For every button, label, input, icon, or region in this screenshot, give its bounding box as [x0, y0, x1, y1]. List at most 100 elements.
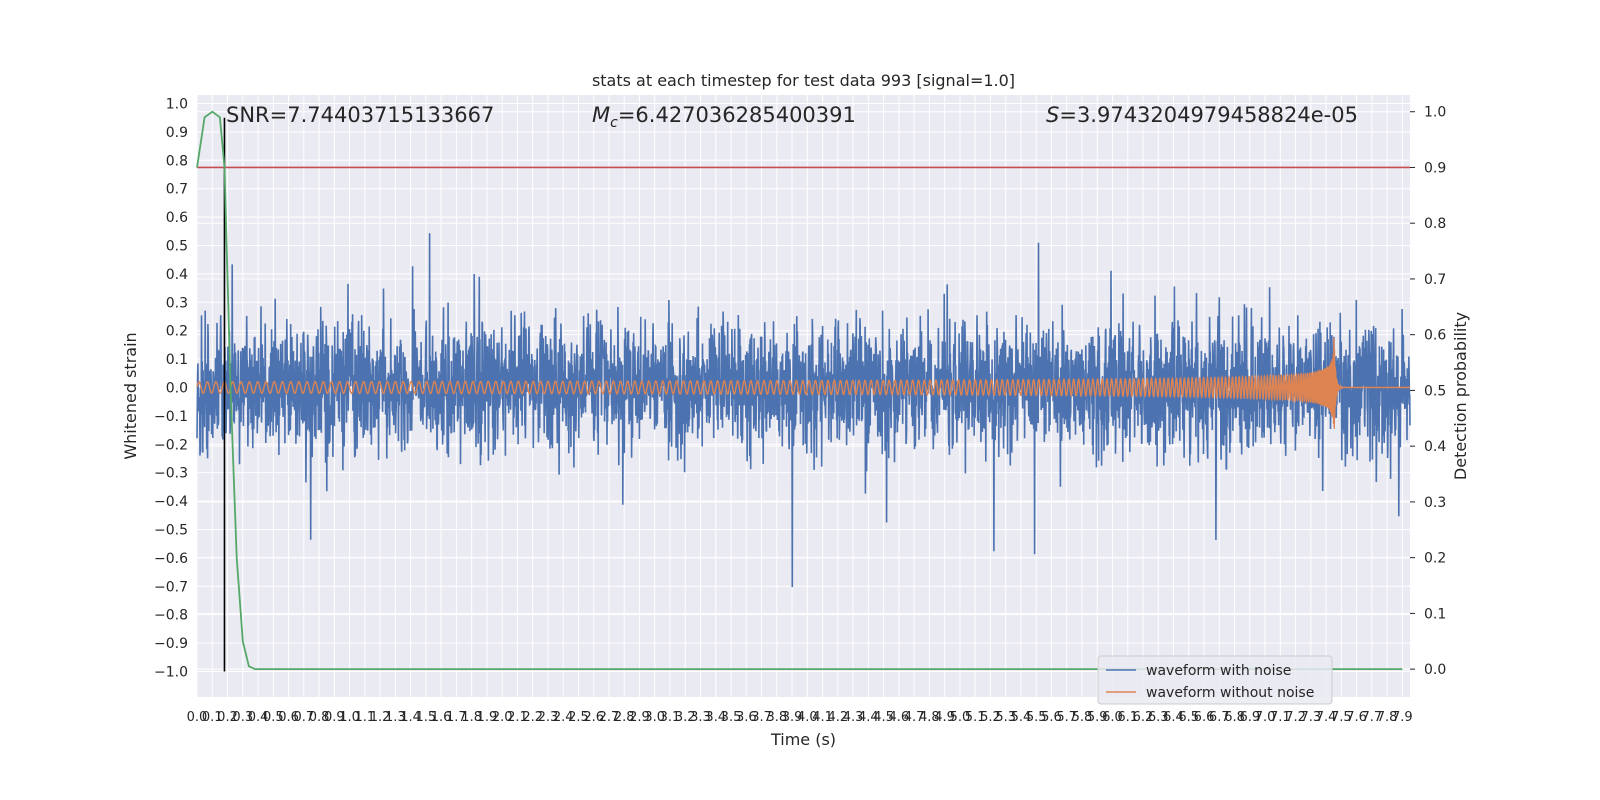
x-tick-label: 7.8 [1377, 710, 1398, 725]
x-tick-label: 6.8 [1224, 710, 1245, 725]
y-tick-label: 1.0 [166, 97, 188, 113]
x-tick-label: 6.9 [1239, 710, 1260, 725]
x-tick-label: 5.7 [1056, 710, 1077, 725]
x-tick-label: 1.4 [400, 710, 421, 725]
y-tick-label: 0.9 [166, 125, 188, 141]
x-tick-label: 1.6 [431, 710, 452, 725]
x-tick-label: 3.1 [660, 710, 681, 725]
x-tick-label: 0.0 [187, 710, 208, 725]
legend-entry-noise: waveform with noise [1146, 663, 1291, 679]
y-tick-label: −0.5 [154, 522, 188, 538]
s-symbol: S [1046, 103, 1059, 127]
x-tick-label: 2.1 [507, 710, 528, 725]
x-tick-label: 7.1 [1270, 710, 1291, 725]
y-tick-label: −0.9 [154, 636, 188, 652]
x-tick-label: 2.9 [629, 710, 650, 725]
x-tick-label: 4.7 [904, 710, 925, 725]
x-tick-label: 7.2 [1285, 710, 1306, 725]
y-tick-label: 0.3 [166, 295, 188, 311]
x-tick-label: 3.8 [766, 710, 787, 725]
x-tick-label: 4.3 [843, 710, 864, 725]
x-axis-label: Time (s) [770, 730, 836, 749]
x-tick-label: 1.5 [416, 710, 437, 725]
x-tick-label: 0.8 [309, 710, 330, 725]
chirp-mass-annotation: Mc=6.427036285400391 [592, 103, 856, 131]
x-tick-label: 2.8 [614, 710, 635, 725]
mc-symbol: M [592, 103, 610, 127]
x-tick-label: 4.9 [934, 710, 955, 725]
x-tick-label: 5.6 [1041, 710, 1062, 725]
s-annotation: S=3.9743204979458824e-05 [1046, 103, 1358, 127]
x-tick-label: 4.2 [827, 710, 848, 725]
x-tick-label: 7.9 [1392, 710, 1413, 725]
y2-tick-label: 0.4 [1424, 439, 1446, 455]
x-tick-label: 0.6 [278, 710, 299, 725]
x-tick-label: 1.2 [370, 710, 391, 725]
detection-probability-series [196, 110, 1410, 672]
x-tick-label: 2.7 [599, 710, 620, 725]
x-tick-label: 7.6 [1346, 710, 1367, 725]
x-tick-label: 2.5 [568, 710, 589, 725]
y-tick-label: −0.8 [154, 608, 188, 624]
x-tick-label: 7.5 [1331, 710, 1352, 725]
x-tick-label: 3.4 [705, 710, 726, 725]
x-tick-label: 7.4 [1316, 710, 1337, 725]
x-tick-label: 3.3 [690, 710, 711, 725]
x-tick-label: 4.1 [812, 710, 833, 725]
x-tick-label: 1.0 [339, 710, 360, 725]
y2-tick-label: 0.3 [1424, 495, 1446, 511]
x-tick-label: 6.0 [1102, 710, 1123, 725]
x-tick-label: 7.7 [1362, 710, 1383, 725]
waveform-without-noise-line [196, 337, 1410, 429]
y-axis-label: Whitened strain [121, 332, 140, 459]
y2-tick-label: 0.6 [1424, 328, 1446, 344]
y2-tick-label: 0.7 [1424, 272, 1446, 288]
x-tick-label: 5.9 [1087, 710, 1108, 725]
x-tick-label: 3.9 [782, 710, 803, 725]
x-tick-label: 2.4 [553, 710, 574, 725]
legend-entry-clean: waveform without noise [1146, 685, 1314, 701]
y-tick-label: −1.0 [154, 664, 188, 680]
y-tick-label: 0.7 [166, 182, 188, 198]
y-tick-label: 0.0 [166, 380, 188, 396]
x-tick-label: 0.1 [202, 710, 223, 725]
legend-box [1097, 655, 1333, 705]
x-tick-label: 0.2 [217, 710, 238, 725]
x-tick-label: 6.2 [1133, 710, 1154, 725]
s-value: =3.9743204979458824e-05 [1059, 103, 1358, 127]
y-tick-label: −0.7 [154, 579, 188, 595]
x-tick-label: 6.3 [1148, 710, 1169, 725]
detection-probability-line [196, 110, 1403, 670]
y2-tick-label: 0.8 [1424, 216, 1446, 232]
y-tick-label: −0.3 [154, 466, 188, 482]
y2-axis-label: Detection probability [1451, 312, 1470, 480]
x-tick-label: 0.9 [324, 710, 345, 725]
y-tick-label: −0.2 [154, 437, 188, 453]
x-tick-label: 3.7 [751, 710, 772, 725]
x-tick-label: 3.0 [644, 710, 665, 725]
x-tick-label: 0.7 [293, 710, 314, 725]
x-tick-label: 3.2 [675, 710, 696, 725]
y-tick-label: −0.6 [154, 551, 188, 567]
y-tick-label: 0.4 [166, 267, 188, 283]
x-tick-label: 6.7 [1209, 710, 1230, 725]
x-tick-label: 5.5 [1026, 710, 1047, 725]
x-tick-label: 4.6 [889, 710, 910, 725]
y2-tick-label: 0.5 [1424, 383, 1446, 399]
x-tick-label: 6.6 [1194, 710, 1215, 725]
x-tick-label: 7.0 [1255, 710, 1276, 725]
x-tick-label: 4.0 [797, 710, 818, 725]
x-tick-label: 1.7 [446, 710, 467, 725]
x-tick-label: 1.9 [477, 710, 498, 725]
x-tick-label: 1.8 [461, 710, 482, 725]
x-tick-label: 0.5 [263, 710, 284, 725]
y-tick-label: −0.1 [154, 409, 188, 425]
x-tick-label: 6.4 [1163, 710, 1184, 725]
x-tick-label: 2.6 [583, 710, 604, 725]
y2-tick-label: 1.0 [1424, 105, 1446, 121]
y2-tick-label: 0.1 [1424, 606, 1446, 622]
x-tick-label: 1.3 [385, 710, 406, 725]
y-tick-label: 0.2 [166, 324, 188, 340]
x-tick-label: 5.8 [1072, 710, 1093, 725]
